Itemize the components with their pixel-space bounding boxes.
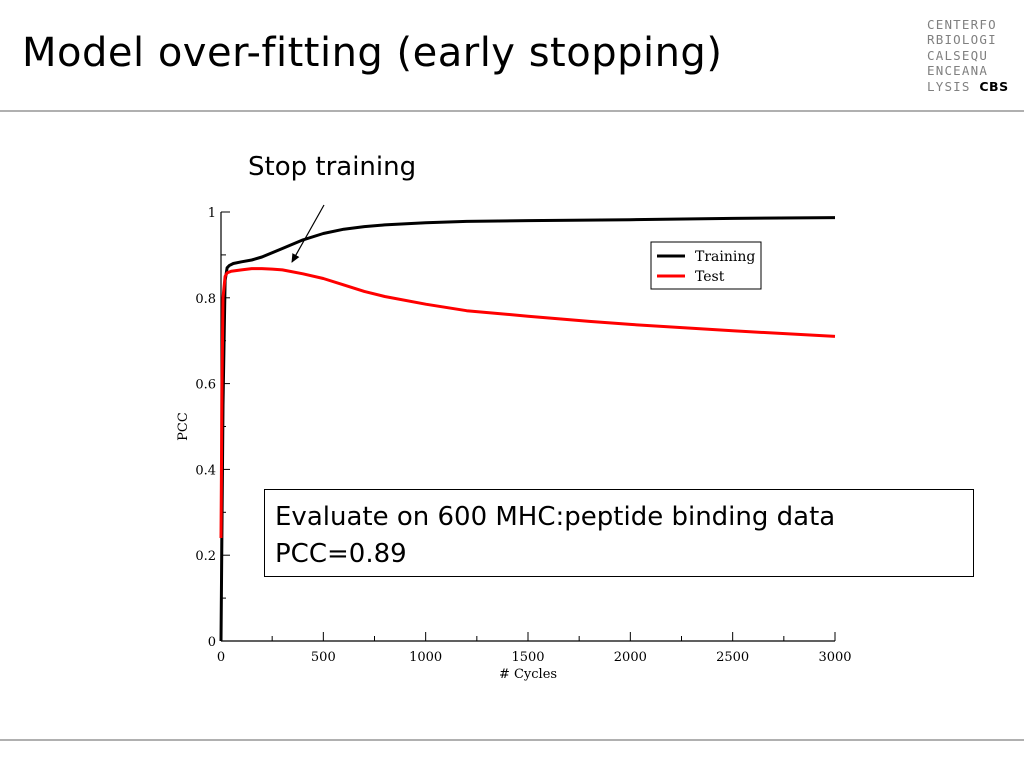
logo-row: CENTERFO (927, 17, 997, 32)
y-axis-label: PCC (176, 412, 191, 441)
logo-brand: CBS (979, 78, 1009, 94)
y-tick-label: 0.4 (195, 463, 216, 478)
x-tick-label: 3000 (818, 650, 851, 665)
x-tick-label: 2000 (614, 650, 647, 665)
logo-row: LYSIS (927, 78, 971, 94)
series-line-training (219, 216, 836, 642)
header-divider (0, 110, 1024, 112)
y-tick-label: 0.2 (195, 549, 216, 564)
logo-row: CALSEQU (927, 47, 989, 63)
evaluation-info-box: Evaluate on 600 MHC:peptide binding data… (264, 489, 974, 577)
legend-label: Training (695, 249, 755, 265)
footer-divider (0, 739, 1024, 741)
logo-row: RBIOLOGI (927, 32, 997, 48)
y-tick-label: 0.8 (195, 292, 216, 307)
stop-training-arrow (291, 204, 325, 263)
series-line-test (219, 267, 836, 539)
x-tick-label: 1000 (409, 650, 442, 665)
x-tick-label: 2500 (716, 650, 749, 665)
slide-title: Model over-fitting (early stopping) (22, 30, 723, 76)
legend-box (650, 241, 762, 290)
cbs-logo: CENTERFO RBIOLOGI CALSEQU ENCEANA LYSIS … (927, 17, 1013, 94)
x-tick-label: 1500 (511, 650, 544, 665)
stop-training-annotation: Stop training (248, 152, 417, 182)
evaluation-line: Evaluate on 600 MHC:peptide binding data (275, 502, 836, 532)
legend-label: Test (695, 269, 725, 285)
y-tick-label: 0.6 (195, 378, 216, 393)
x-tick-label: 0 (217, 650, 225, 665)
x-tick-label: 500 (311, 650, 336, 665)
x-axis-label: # Cycles (499, 667, 557, 682)
logo-row: ENCEANA (927, 63, 989, 79)
logo-row-last: LYSIS CBS (927, 79, 1013, 94)
y-tick-label: 1 (208, 206, 216, 221)
y-tick-label: 0 (208, 635, 216, 650)
pcc-result-line: PCC=0.89 (275, 539, 407, 569)
